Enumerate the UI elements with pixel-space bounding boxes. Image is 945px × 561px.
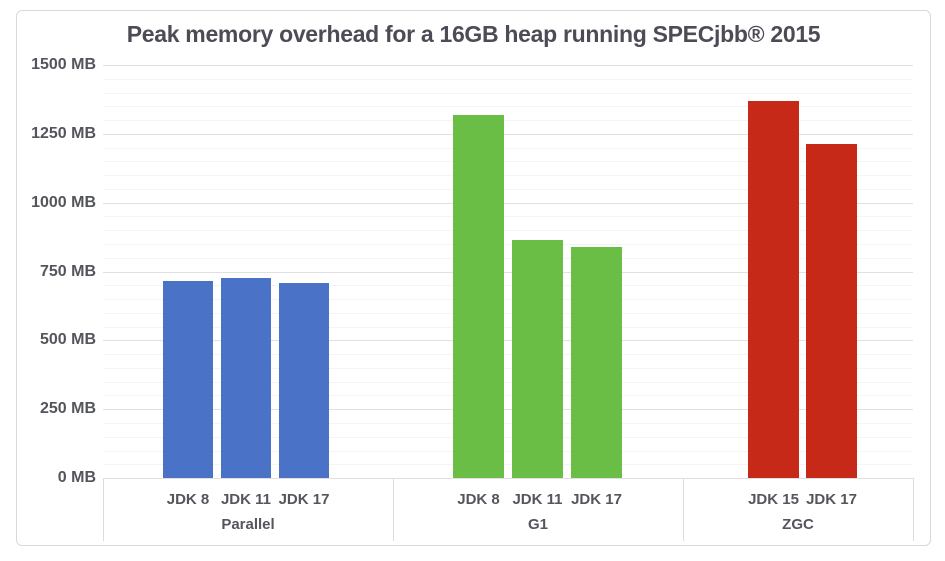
chart-title: Peak memory overhead for a 16GB heap run… [126,21,821,47]
major-gridline [103,478,913,479]
bar-g1-jdk-8 [453,114,504,478]
chart-card: Peak memory overhead for a 16GB heap run… [16,10,931,546]
group-label-zgc: ZGC [782,516,814,533]
bar-parallel-jdk-8 [163,281,213,478]
minor-gridline [103,395,913,397]
bar-label-g1-jdk-11: JDK 11 [512,491,563,508]
bar-g1-jdk-11 [512,239,563,478]
major-gridline [103,409,913,411]
minor-gridline [103,354,913,356]
minor-gridline [103,285,913,287]
minor-gridline [103,216,913,218]
axis-group-divider-2 [683,478,684,541]
minor-gridline [103,381,913,383]
bar-label-g1-jdk-8: JDK 8 [457,491,500,508]
major-gridline [103,133,913,135]
minor-gridline [103,78,913,80]
minor-gridline [103,436,913,438]
minor-gridline [103,464,913,466]
axis-band-right-edge [913,478,914,541]
axis-group-divider-1 [393,478,394,541]
minor-gridline [103,120,913,122]
bar-label-zgc-jdk-17: JDK 17 [806,491,857,508]
major-gridline [103,340,913,342]
minor-gridline [103,230,913,232]
y-axis-tick-label: 1000 MB [31,193,96,211]
minor-gridline [103,326,913,328]
bar-label-parallel-jdk-17: JDK 17 [278,491,330,508]
major-gridline [103,202,913,204]
minor-gridline [103,244,913,245]
y-axis-tick-label: 0 MB [57,469,96,486]
major-gridline [103,65,913,66]
minor-gridline [103,422,913,424]
major-gridline [103,271,913,273]
minor-gridline [103,92,913,94]
y-axis-tick-label: 750 MB [39,262,96,280]
bar-parallel-jdk-17 [279,282,329,478]
group-label-parallel: Parallel [221,516,275,533]
bar-g1-jdk-17 [571,246,622,478]
bar-label-g1-jdk-17: JDK 17 [571,491,622,508]
y-axis-tick-label: 1250 MB [31,124,96,142]
y-axis-tick-label: 250 MB [39,400,96,418]
bar-label-parallel-jdk-8: JDK 8 [166,491,210,508]
group-label-g1: G1 [527,516,548,533]
minor-gridline [103,175,913,177]
minor-gridline [103,257,913,259]
minor-gridline [103,450,913,452]
y-axis-tick-label: 1500 MB [31,56,96,73]
minor-gridline [103,367,913,369]
minor-gridline [103,188,913,190]
minor-gridline [103,147,913,149]
bar-label-zgc-jdk-15: JDK 15 [748,491,799,508]
bar-zgc-jdk-15 [748,100,799,478]
axis-band-left-edge [103,478,104,541]
bar-parallel-jdk-11 [221,278,271,478]
minor-gridline [103,299,913,300]
y-axis-tick-label: 500 MB [39,331,96,349]
minor-gridline [103,161,913,163]
minor-gridline [103,312,913,314]
minor-gridline [103,106,913,108]
bar-zgc-jdk-17 [806,143,857,478]
bar-label-parallel-jdk-11: JDK 11 [220,491,272,508]
